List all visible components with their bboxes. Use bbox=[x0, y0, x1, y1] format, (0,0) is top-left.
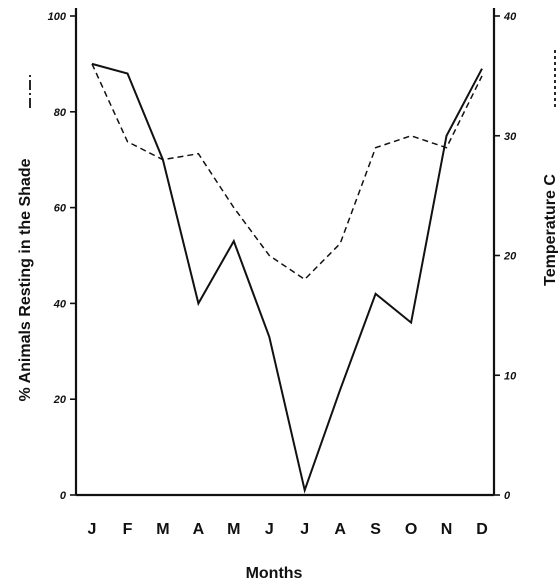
shade-percent-line-series bbox=[91, 62, 483, 494]
left-y-ticks: 0 20 40 60 80 100 bbox=[48, 11, 76, 502]
left-y-tick-label: 0 bbox=[60, 490, 67, 502]
left-y-tick-label: 100 bbox=[48, 11, 67, 23]
x-tick-label: J bbox=[300, 521, 309, 538]
left-y-tick-label: 60 bbox=[54, 203, 67, 215]
right-y-tick-label: 30 bbox=[504, 131, 517, 143]
left-y-tick-label: 80 bbox=[54, 107, 67, 119]
left-y-tick-label: 40 bbox=[53, 298, 67, 310]
x-tick-label: F bbox=[123, 521, 133, 538]
series-lines bbox=[91, 62, 483, 494]
x-tick-label: A bbox=[334, 521, 346, 538]
x-tick-label: N bbox=[441, 521, 453, 538]
y2-axis-title: Temperature C bbox=[542, 174, 558, 286]
right-y-ticks: 0 10 20 30 40 bbox=[494, 11, 517, 502]
axes bbox=[74, 8, 496, 497]
right-y-tick-label: 40 bbox=[503, 11, 517, 23]
right-y-tick-label: 0 bbox=[504, 490, 511, 502]
y-axis-title: % Animals Resting in the Shade bbox=[17, 158, 34, 401]
right-y-tick-label: 10 bbox=[504, 370, 517, 382]
x-tick-label: M bbox=[156, 521, 169, 538]
x-tick-label: M bbox=[227, 521, 240, 538]
temperature-line-series bbox=[91, 63, 483, 281]
x-tick-label: A bbox=[193, 521, 205, 538]
x-tick-label: O bbox=[405, 521, 417, 538]
left-y-tick-label: 20 bbox=[53, 394, 67, 406]
right-y-tick-label: 20 bbox=[503, 251, 517, 263]
x-tick-label: S bbox=[370, 521, 381, 538]
x-tick-label: D bbox=[476, 521, 488, 538]
x-tick-label: J bbox=[265, 521, 274, 538]
x-tick-label: J bbox=[88, 521, 97, 538]
x-axis-title: Months bbox=[246, 565, 303, 582]
